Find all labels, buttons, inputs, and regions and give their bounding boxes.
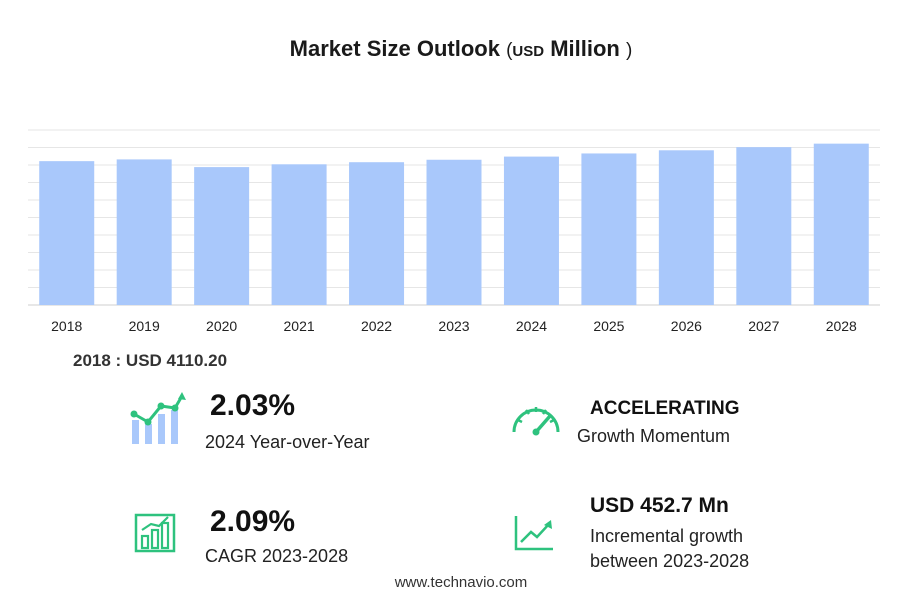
- trend-line-icon: [514, 516, 553, 551]
- x-tick-label: 2020: [206, 318, 237, 334]
- bar-2022: [349, 162, 405, 305]
- x-tick-label: 2021: [284, 318, 315, 334]
- base-year-value: 2018 : USD 4110.20: [73, 351, 228, 370]
- incremental-value: USD 452.7 Mn: [590, 494, 729, 517]
- x-tick-label: 2024: [516, 318, 547, 334]
- x-tick-label: 2018: [51, 318, 82, 334]
- title-scale: Million: [550, 36, 620, 61]
- bar-2028: [813, 143, 869, 305]
- x-tick-label: 2028: [826, 318, 857, 334]
- footer-url: www.technavio.com: [394, 574, 528, 591]
- speedometer-icon: [512, 407, 560, 436]
- cagr-value: 2.09%: [210, 505, 296, 538]
- x-tick-label: 2025: [593, 318, 624, 334]
- x-tick-label: 2026: [671, 318, 702, 334]
- cagr-label: CAGR 2023-2028: [205, 546, 349, 566]
- title-main: Market Size Outlook: [289, 36, 500, 61]
- x-tick-label: 2027: [748, 318, 779, 334]
- x-tick-label: 2023: [438, 318, 469, 334]
- growth-chart-icon: [130, 392, 186, 444]
- bar-2026: [658, 150, 714, 305]
- bar-chart: 2018 2019 2020 2021 2022 2023 2024 2025 2026 2027…: [28, 129, 880, 334]
- x-tick-label: 2022: [361, 318, 392, 334]
- chart-title: Market Size Outlook (USD Million ): [0, 36, 922, 62]
- x-tick-label: 2019: [129, 318, 160, 334]
- bar-2019: [116, 159, 172, 305]
- bar-chart-icon: [134, 513, 176, 553]
- incremental-label-line1: Incremental growth: [590, 526, 744, 546]
- momentum-value: ACCELERATING: [590, 398, 740, 419]
- bar-2023: [426, 159, 482, 305]
- bar-2027: [736, 147, 792, 305]
- yoy-label: 2024 Year-over-Year: [205, 432, 370, 452]
- bar-2020: [194, 167, 250, 305]
- incremental-label-line2: between 2023-2028: [590, 551, 750, 571]
- title-unit: USD: [512, 43, 545, 60]
- yoy-value: 2.03%: [210, 389, 296, 422]
- title-open-paren: (: [506, 40, 513, 61]
- bar-2024: [503, 156, 559, 305]
- bar-2021: [271, 164, 327, 305]
- bar-2018: [39, 161, 95, 305]
- bar-2025: [581, 153, 637, 305]
- momentum-label: Growth Momentum: [577, 426, 731, 446]
- title-close-paren: ): [625, 40, 633, 61]
